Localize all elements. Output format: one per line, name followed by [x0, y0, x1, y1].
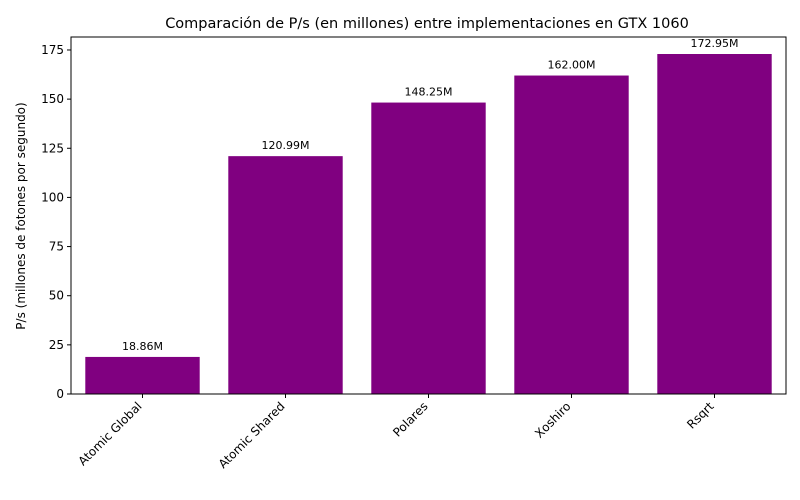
bar — [85, 356, 200, 394]
data-label: 172.95M — [691, 37, 739, 50]
plot-frame — [70, 36, 787, 395]
bars — [85, 54, 772, 395]
bar — [371, 102, 486, 394]
y-tick-label: 125 — [41, 141, 64, 155]
y-tick-label: 75 — [49, 240, 64, 254]
x-tick-label: Xoshiro — [532, 399, 574, 441]
x-tick-label: Polares — [390, 399, 430, 439]
y-axis-ticks: 0 25 50 75 100 125 150 175 — [41, 43, 71, 401]
data-label: 120.99M — [262, 139, 310, 152]
y-tick-label: 150 — [41, 92, 64, 106]
bar — [657, 54, 772, 395]
data-label: 162.00M — [548, 59, 596, 72]
x-axis-ticks: Atomic Global Atomic Shared Polares Xoshiro… — [75, 394, 717, 471]
y-tick-label: 25 — [49, 338, 64, 352]
y-axis-label: P/s (millones de fotones por segundo) — [14, 102, 28, 329]
bar — [228, 156, 343, 394]
chart-title: Comparación de P/s (en millones) entre i… — [165, 16, 689, 32]
x-tick-label: Atomic Global — [75, 399, 144, 468]
y-tick-label: 100 — [41, 190, 64, 204]
x-tick-label: Atomic Shared — [216, 399, 288, 471]
data-label: 18.86M — [122, 340, 163, 353]
data-labels: 18.86M 120.99M 148.25M 162.00M 172.95M — [122, 37, 738, 353]
y-tick-label: 0 — [56, 387, 64, 401]
y-tick-label: 50 — [49, 289, 64, 303]
data-label: 148.25M — [405, 86, 453, 99]
x-tick-label: Rsqrt — [684, 399, 717, 432]
y-tick-label: 175 — [41, 43, 64, 57]
bar — [514, 75, 629, 395]
